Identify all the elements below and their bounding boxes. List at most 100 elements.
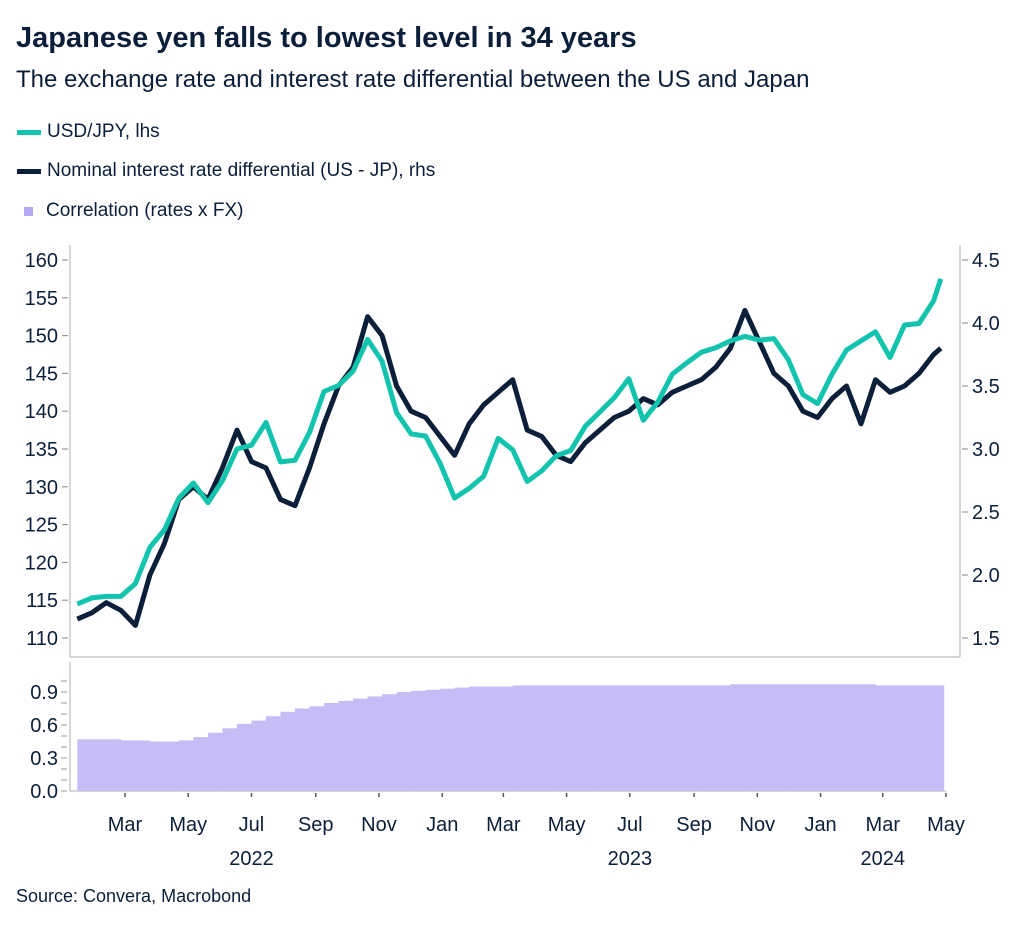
correlation-bar: [324, 703, 339, 791]
correlation-bar: [149, 741, 165, 791]
correlation-bar: [106, 739, 122, 791]
correlation-bar: [353, 698, 368, 791]
right-axis-tick-label: 4.5: [972, 250, 1000, 272]
left-axis-tick-label: 140: [25, 401, 58, 423]
correlation-bar: [585, 685, 601, 791]
correlation-bar: [802, 684, 818, 791]
x-axis-month-label: Nov: [740, 814, 776, 836]
differential-series: [76, 307, 943, 628]
left-axis-tick-label: 145: [25, 363, 58, 385]
correlation-bar: [454, 687, 470, 791]
correlation-bar: [396, 692, 412, 791]
correlation-bar: [773, 684, 789, 791]
correlation-tick-label: 0.6: [30, 715, 58, 737]
legend-line-icon: [17, 168, 41, 174]
correlation-bar: [178, 740, 194, 791]
x-axis-month-label: Sep: [298, 814, 334, 836]
correlation-bar: [265, 716, 281, 791]
correlation-bar: [701, 685, 717, 791]
correlation-bar: [541, 685, 557, 791]
correlation-bar: [295, 708, 310, 791]
differential-line: [76, 307, 943, 628]
chart-title: Japanese yen falls to lowest level in 34…: [16, 22, 637, 54]
correlation-bar: [309, 706, 325, 791]
correlation-bar: [512, 685, 528, 791]
correlation-bar: [207, 732, 223, 791]
correlation-bars: [77, 684, 945, 791]
correlation-bar: [875, 685, 891, 791]
correlation-bar: [715, 685, 731, 791]
correlation-bar: [933, 685, 942, 791]
correlation-bar: [222, 728, 238, 791]
correlation-bar: [817, 684, 833, 791]
x-axis-month-label: Jan: [426, 814, 458, 836]
x-axis-month-label: May: [169, 814, 207, 836]
correlation-bar: [382, 694, 397, 791]
correlation-bar: [236, 723, 252, 791]
x-axis-year-label: 2024: [861, 848, 906, 870]
correlation-bar: [730, 684, 746, 791]
correlation-bar: [440, 688, 456, 791]
correlation-bar: [135, 740, 151, 791]
left-axis-tick-label: 120: [25, 552, 58, 574]
correlation-bar: [164, 741, 180, 791]
correlation-bar: [672, 685, 688, 791]
left-axis-tick-label: 135: [25, 439, 58, 461]
correlation-bar: [831, 684, 847, 791]
correlation-bar: [686, 685, 702, 791]
legend-item-correlation: Correlation (rates x FX): [17, 200, 243, 222]
legend-line-icon: [17, 129, 41, 135]
legend-label: Correlation (rates x FX): [46, 200, 244, 221]
correlation-bar: [860, 684, 876, 791]
correlation-bar: [614, 685, 630, 791]
x-axis-month-label: Mar: [108, 814, 143, 836]
x-axis-month-label: Jul: [617, 814, 643, 836]
correlation-bar: [120, 740, 136, 791]
correlation-bar: [483, 686, 499, 791]
x-axis-year-label: 2022: [229, 848, 274, 870]
correlation-bar: [280, 711, 296, 791]
x-axis-month-label: Mar: [866, 814, 901, 836]
correlation-bar: [846, 684, 862, 791]
x-axis-month-label: Nov: [361, 814, 397, 836]
x-axis-month-label: Mar: [486, 814, 521, 836]
right-axis-tick-label: 2.5: [972, 502, 1000, 524]
legend-item-differential: Nominal interest rate differential (US -…: [17, 160, 435, 182]
legend-label: USD/JPY, lhs: [47, 121, 160, 142]
correlation-bar: [425, 689, 441, 791]
source-note: Source: Convera, Macrobond: [16, 886, 252, 906]
correlation-bar: [890, 685, 905, 791]
correlation-bar: [338, 700, 354, 791]
usdjpy-line: [76, 278, 944, 607]
correlation-bar: [469, 686, 485, 791]
legend-label: Nominal interest rate differential (US -…: [47, 160, 436, 181]
legend-item-usdjpy: USD/JPY, lhs: [17, 121, 160, 143]
x-axis-month-label: May: [927, 814, 965, 836]
right-axis-tick-label: 4.0: [972, 313, 1000, 335]
left-axis-tick-label: 160: [25, 250, 58, 272]
x-axis-month-label: Jul: [239, 814, 265, 836]
left-axis-tick-label: 155: [25, 288, 58, 310]
correlation-bar: [904, 685, 920, 791]
correlation-bar: [657, 685, 673, 791]
correlation-bar: [919, 685, 934, 791]
correlation-tick-label: 0.3: [30, 748, 58, 770]
left-axis-tick-label: 115: [26, 590, 58, 612]
right-axis-tick-label: 3.5: [972, 376, 1000, 398]
correlation-bar: [759, 684, 775, 791]
correlation-bar: [628, 685, 644, 791]
x-axis-month-label: May: [548, 814, 586, 836]
left-axis-tick-label: 110: [26, 628, 58, 650]
correlation-bar: [193, 737, 209, 791]
correlation-bar: [940, 685, 945, 791]
correlation-bar: [367, 696, 383, 791]
correlation-bar: [527, 685, 543, 791]
correlation-bar: [599, 685, 615, 791]
correlation-bar: [570, 685, 586, 791]
correlation-bar: [251, 720, 267, 791]
correlation-bar: [411, 690, 427, 791]
x-axis-year-label: 2023: [608, 848, 653, 870]
right-axis-tick-label: 3.0: [972, 439, 1000, 461]
correlation-bar: [498, 686, 514, 791]
